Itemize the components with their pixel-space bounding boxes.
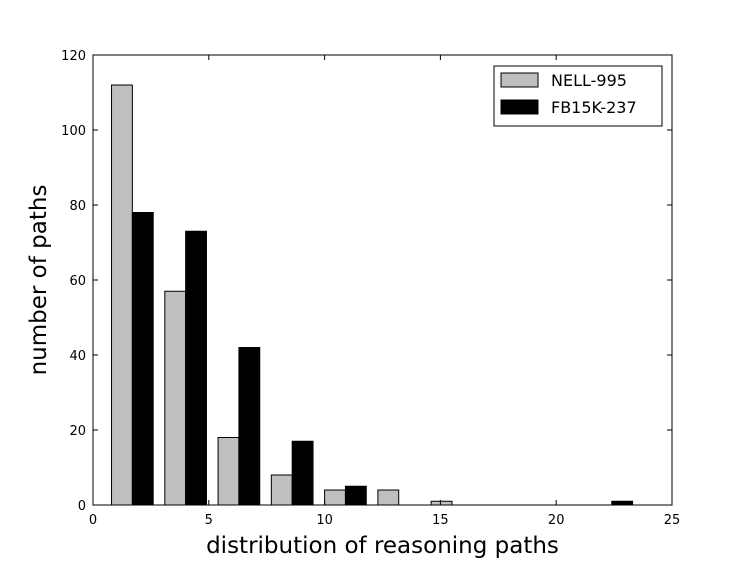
x-tick-label-10: 10 — [316, 513, 333, 528]
bar-nell-995-2 — [217, 437, 240, 506]
bar-nell-995-3 — [270, 474, 293, 506]
ticks-layer: 0 5 10 15 20 25 0 20 40 60 80 100 120 — [61, 49, 680, 528]
bar-fb15k-237-4 — [344, 485, 367, 506]
bar-nell-995-0 — [111, 84, 133, 506]
legend-swatch-fb15k-237 — [500, 99, 539, 115]
legend: NELL-995 FB15K-237 — [493, 65, 663, 127]
y-tick-label-100: 100 — [61, 124, 86, 139]
x-tick-label-25: 25 — [664, 513, 681, 528]
bar-nell-995-1 — [164, 290, 187, 506]
y-tick-label-20: 20 — [69, 424, 86, 439]
x-tick-label-15: 15 — [432, 513, 449, 528]
legend-swatch-nell-995 — [500, 72, 539, 88]
y-tick-label-60: 60 — [69, 274, 86, 289]
y-axis-label: number of paths — [26, 185, 52, 376]
y-tick-label-40: 40 — [69, 349, 86, 364]
bar-fb15k-237-3 — [291, 440, 314, 506]
bars-layer — [111, 84, 634, 506]
x-tick-label-5: 5 — [205, 513, 213, 528]
y-tick-label-80: 80 — [69, 199, 86, 214]
x-axis-label: distribution of reasoning paths — [206, 533, 559, 559]
bar-fb15k-237-9 — [611, 500, 634, 506]
bar-nell-995-5 — [377, 489, 400, 506]
y-tick-label-120: 120 — [61, 49, 86, 64]
bar-fb15k-237-0 — [131, 212, 154, 506]
bar-nell-995-4 — [324, 489, 346, 506]
y-tick-label-0: 0 — [78, 499, 86, 514]
bar-fb15k-237-1 — [185, 230, 207, 506]
legend-label-fb15k-237: FB15K-237 — [551, 98, 637, 117]
legend-label-nell-995: NELL-995 — [551, 71, 627, 90]
bar-fb15k-237-2 — [238, 347, 261, 506]
bar-nell-995-6 — [430, 500, 453, 506]
x-tick-label-20: 20 — [548, 513, 565, 528]
x-tick-label-0: 0 — [89, 513, 97, 528]
